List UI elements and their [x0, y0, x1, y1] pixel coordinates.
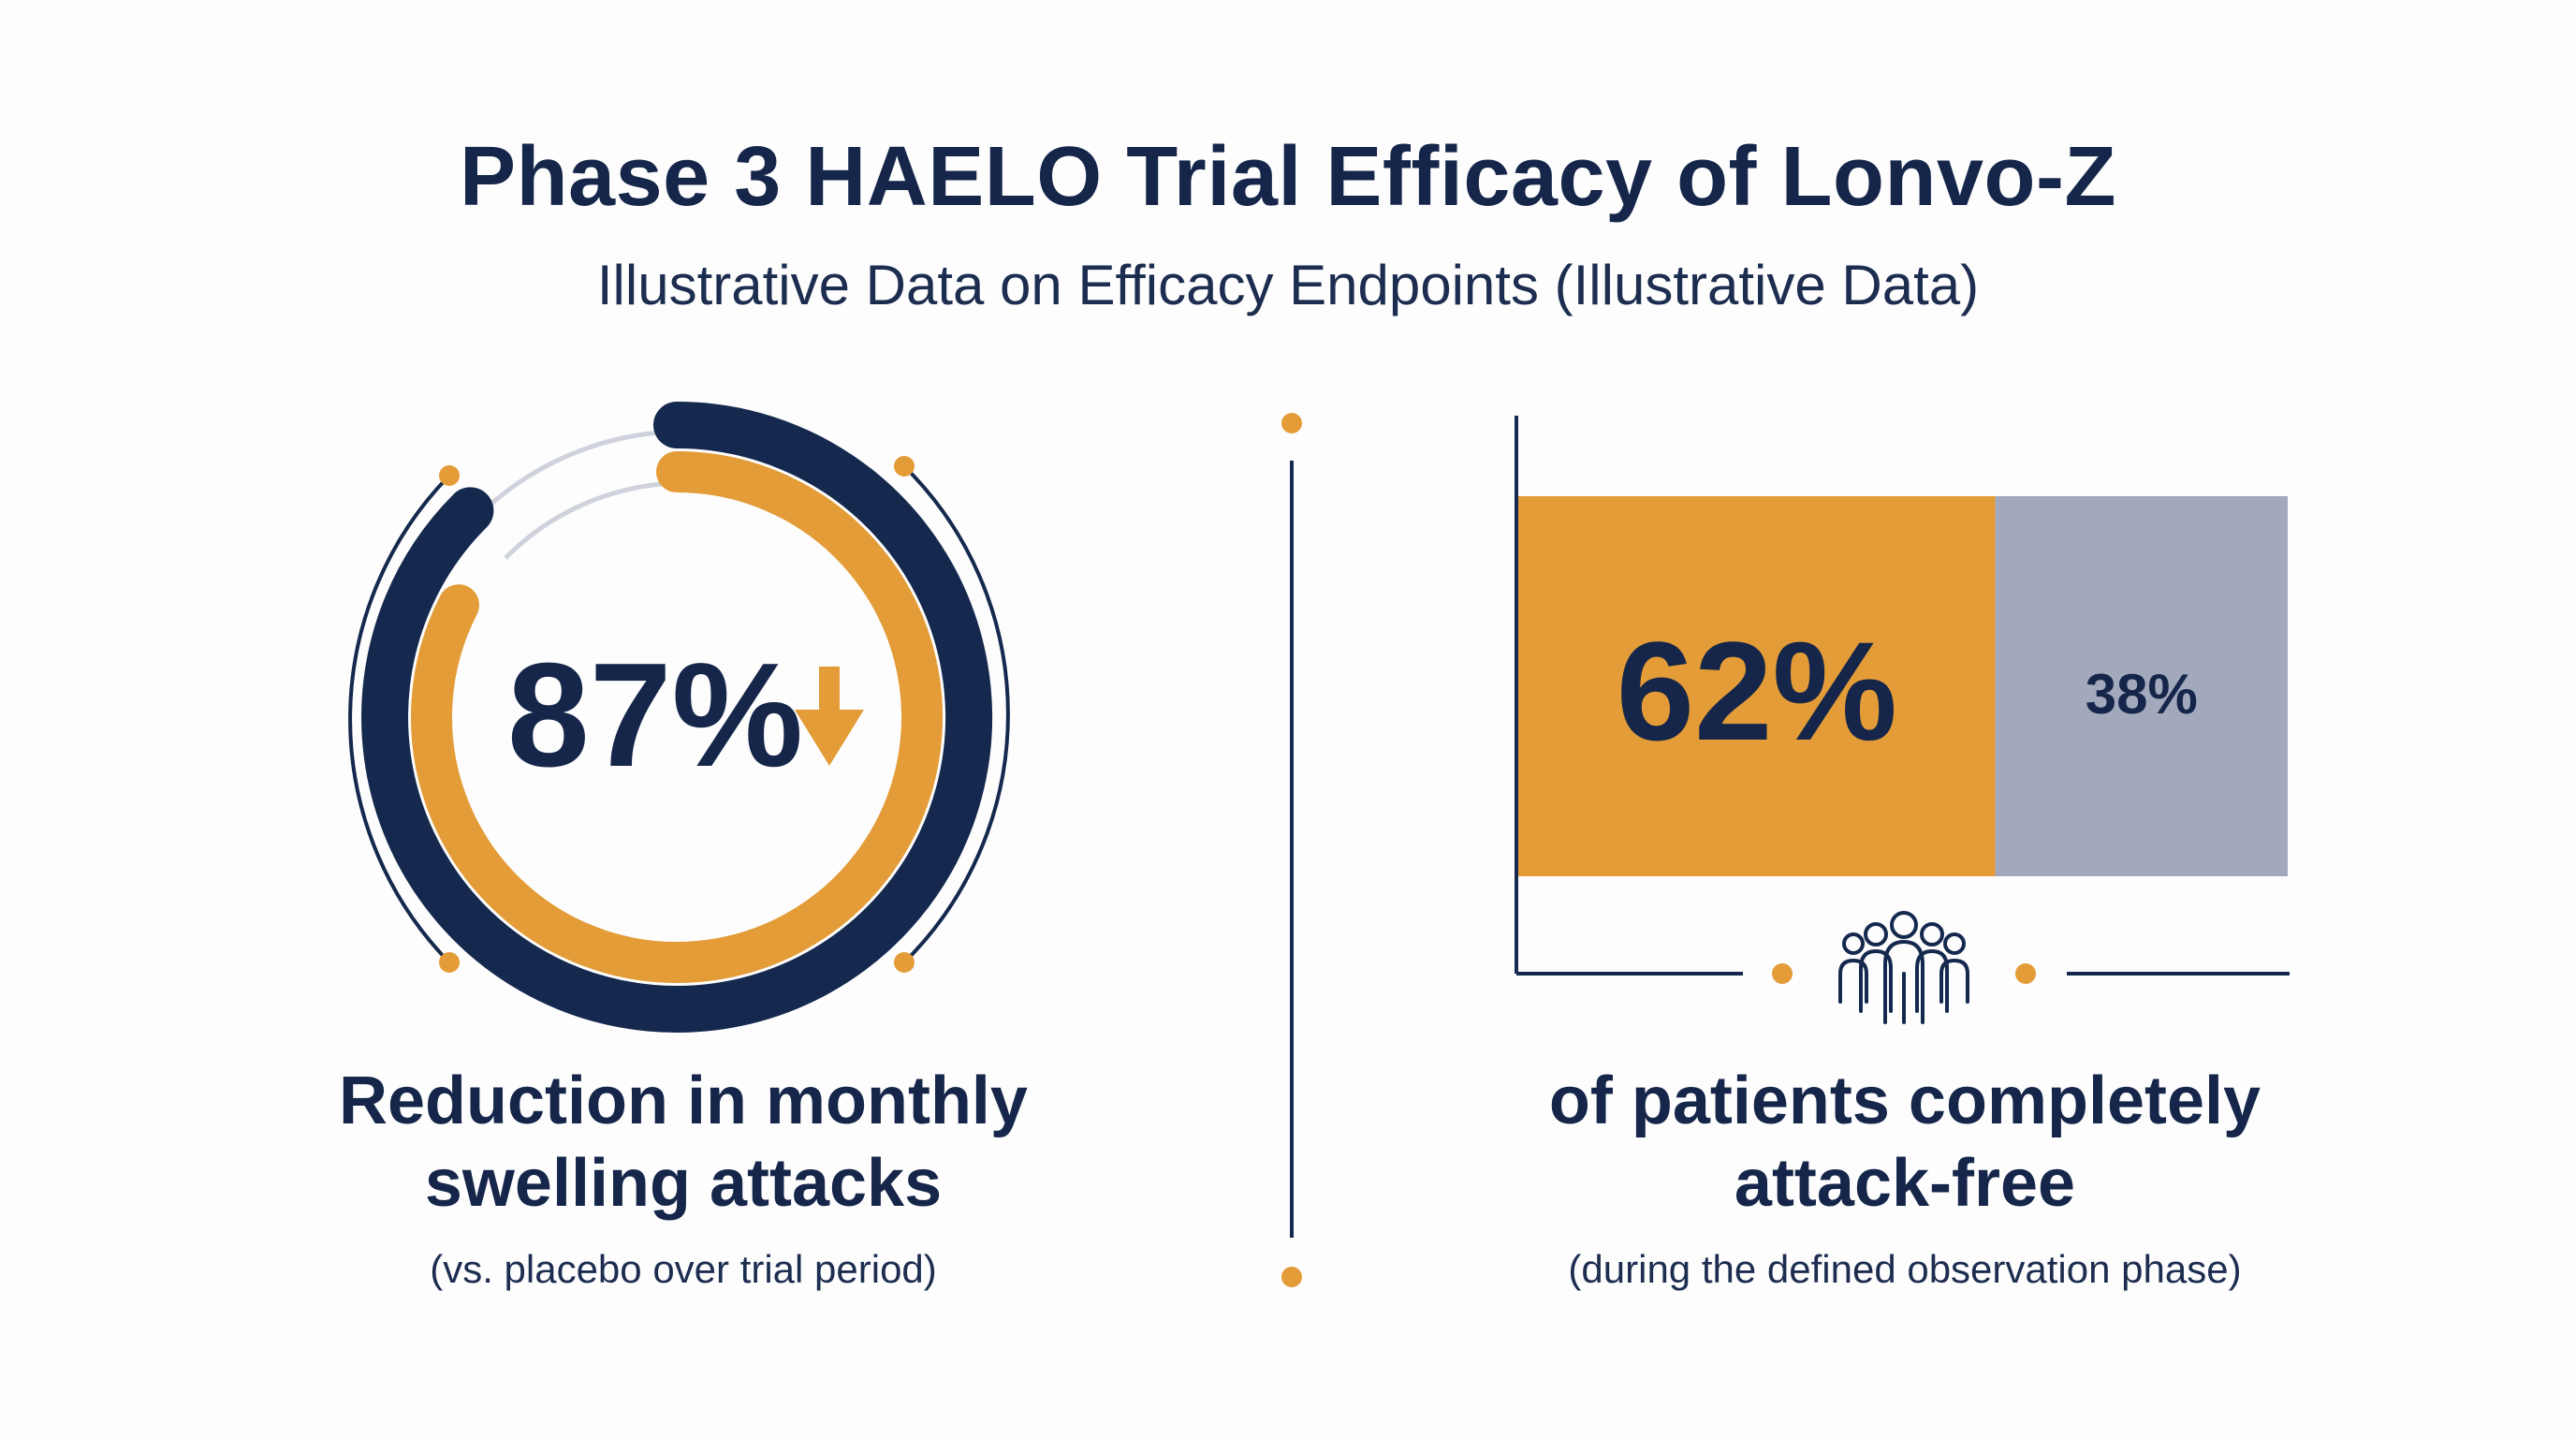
dot-bottom-right	[894, 952, 915, 973]
bar-segment-remaining	[1995, 496, 2288, 876]
bar-segment-label-remaining: 38%	[2086, 663, 2198, 726]
donut-caption: Reduction in monthly swelling attacks	[243, 1060, 1123, 1225]
outer-track-gap	[476, 429, 678, 519]
page-title: Phase 3 HAELO Trial Efficacy of Lonvo-Z	[460, 130, 2116, 224]
donut-chart: 87%	[348, 402, 1010, 1033]
arrow-down-icon	[795, 667, 864, 766]
page-subtitle: Illustrative Data on Efficacy Endpoints …	[596, 254, 1980, 316]
bar-note: (during the defined observation phase)	[1568, 1247, 2242, 1291]
stacked-bar-chart: 62% 38%	[1515, 416, 2290, 1024]
donut-caption-line1: Reduction in monthly	[339, 1064, 1028, 1138]
bar-caption: of patients completely attack-free	[1460, 1060, 2349, 1225]
bar-caption-line2: attack-free	[1734, 1146, 2076, 1221]
dot-bottom-left	[439, 952, 460, 973]
dot-top-left	[439, 465, 460, 486]
outer-ring-navy	[361, 402, 992, 1033]
outer-thin-arc-left	[348, 474, 451, 964]
divider-dot-bottom	[1281, 1267, 1302, 1287]
divider-dot-top	[1281, 413, 1302, 433]
inner-track-gap	[504, 480, 678, 560]
donut-value-arc	[411, 451, 943, 983]
outer-thin-arc-right	[902, 464, 1010, 964]
bar-segment-label-attack-free: 62%	[1617, 612, 1897, 770]
dot-top-right	[894, 456, 915, 477]
axis-dot-left	[1772, 963, 1793, 984]
donut-value-label: 87%	[507, 633, 803, 798]
bar-segment-attack-free	[1518, 496, 1996, 876]
people-group-icon	[1838, 911, 1969, 1024]
donut-note: (vs. placebo over trial period)	[430, 1247, 937, 1291]
bar-caption-line1: of patients completely	[1548, 1064, 2261, 1138]
donut-caption-line2: swelling attacks	[424, 1146, 943, 1221]
axis-dot-right	[2015, 963, 2036, 984]
center-divider	[1281, 413, 1302, 1287]
